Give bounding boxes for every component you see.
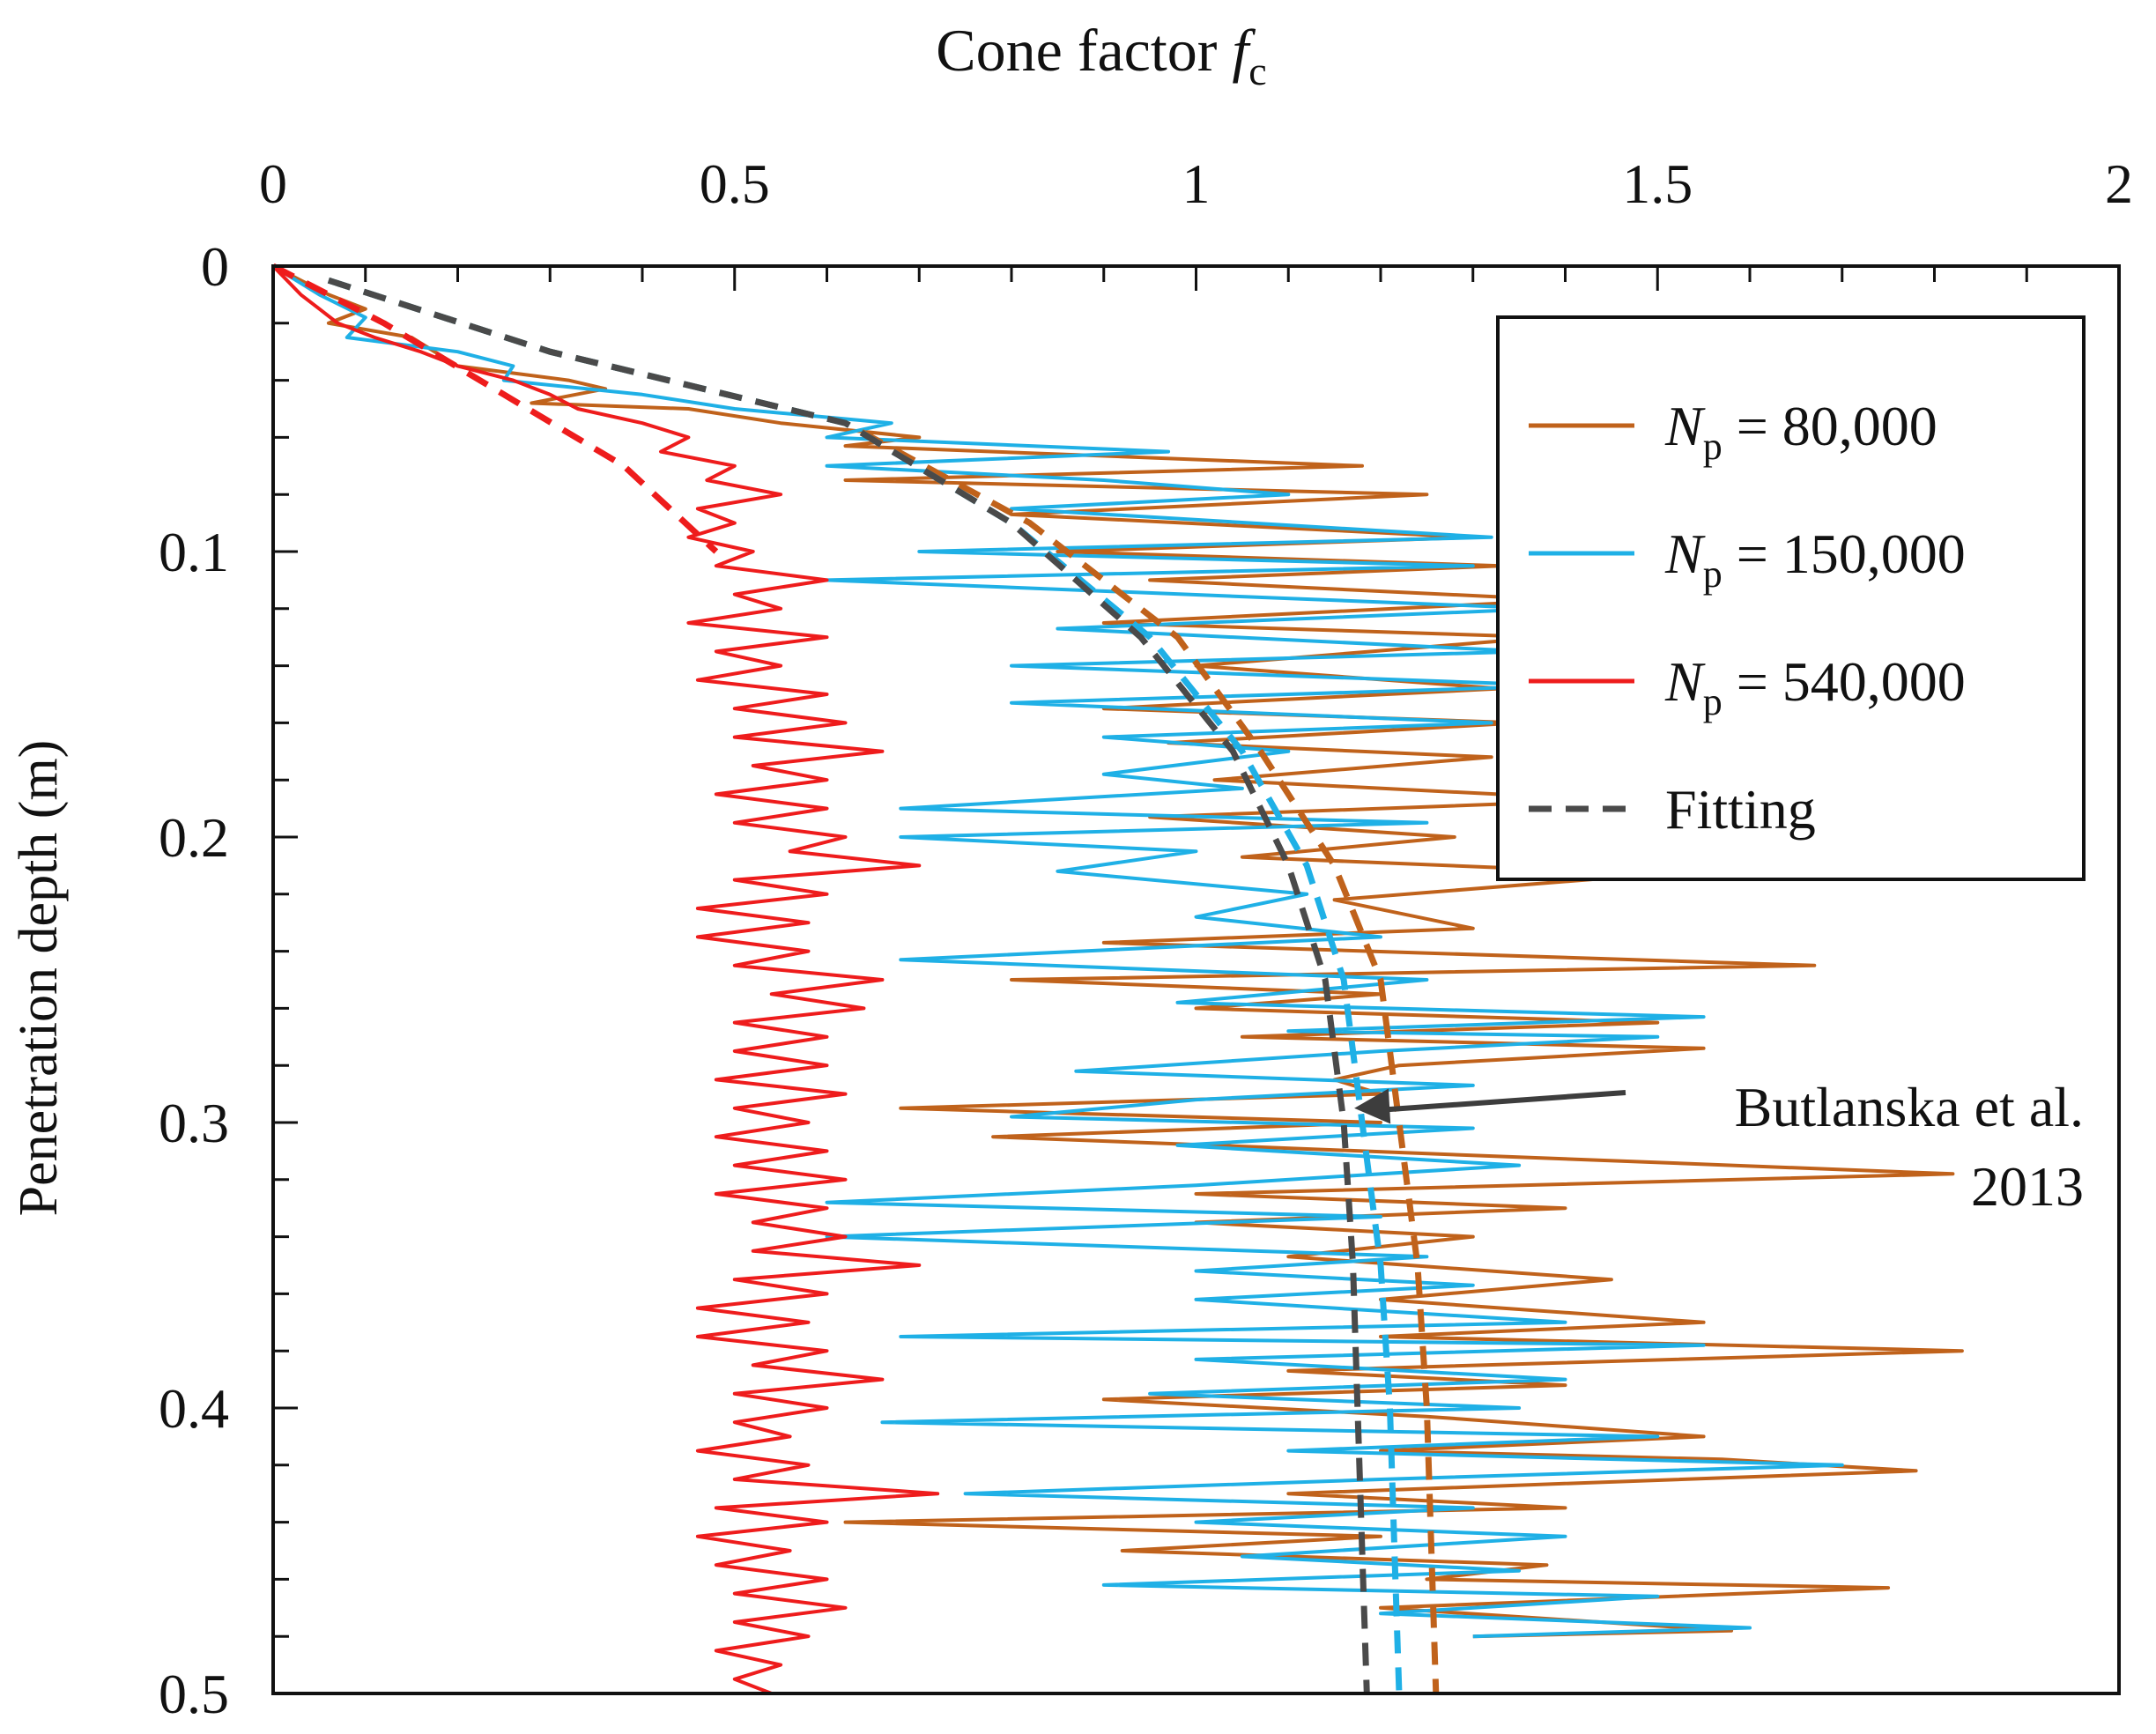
annotation-text-line-1: Butlanska et al. <box>1735 1076 2084 1138</box>
legend-box <box>1496 315 2086 881</box>
series-line-5 <box>271 263 719 554</box>
legend-label-2: Np = 540,000 <box>1664 650 1966 723</box>
x-tick-label-3: 1.5 <box>1622 152 1693 215</box>
y-tick-label-1: 0.1 <box>159 521 229 583</box>
x-tick-label-2: 1 <box>1182 152 1211 215</box>
y-tick-label-5: 0.5 <box>159 1663 229 1725</box>
tick-labels: 0 0.5 1 1.5 2 0 0.1 0.2 0.3 0.4 0.5 <box>159 152 2133 1725</box>
x-tick-label-0: 0 <box>259 152 287 215</box>
legend-label-3: Fitting <box>1665 778 1816 841</box>
legend-label-0: Np = 80,000 <box>1664 395 1937 468</box>
x-axis-title: Cone factor fc <box>936 17 1266 93</box>
y-tick-label-4: 0.4 <box>159 1377 229 1440</box>
series-line-1 <box>271 264 1844 1639</box>
annotation-butlanska: Butlanska et al. 2013 <box>1354 1076 2084 1218</box>
series-line-2 <box>271 264 940 1695</box>
series-line-0 <box>272 264 1964 1639</box>
x-tick-label-4: 2 <box>2105 152 2133 215</box>
legend-entries: Np = 80,000 Np = 150,000 Np = 540,000 Fitti… <box>1529 395 1966 841</box>
annotation-arrowhead <box>1354 1088 1391 1124</box>
series-line-6 <box>327 277 1370 1694</box>
annotation-arrow-line <box>1380 1090 1626 1113</box>
annotation-text-line-2: 2013 <box>1971 1155 2084 1218</box>
y-tick-label-2: 0.2 <box>159 806 229 869</box>
x-tick-label-1: 0.5 <box>700 152 770 215</box>
y-tick-label-3: 0.3 <box>159 1092 229 1154</box>
legend-label-1: Np = 150,000 <box>1664 522 1966 596</box>
y-axis-title: Penetration depth (m) <box>9 740 69 1217</box>
y-tick-label-0: 0 <box>201 235 229 298</box>
tick-marks <box>271 264 2121 1695</box>
legend: Np = 80,000 Np = 150,000 Np = 540,000 Fitti… <box>1496 315 2086 881</box>
series-layer <box>271 263 1964 1695</box>
